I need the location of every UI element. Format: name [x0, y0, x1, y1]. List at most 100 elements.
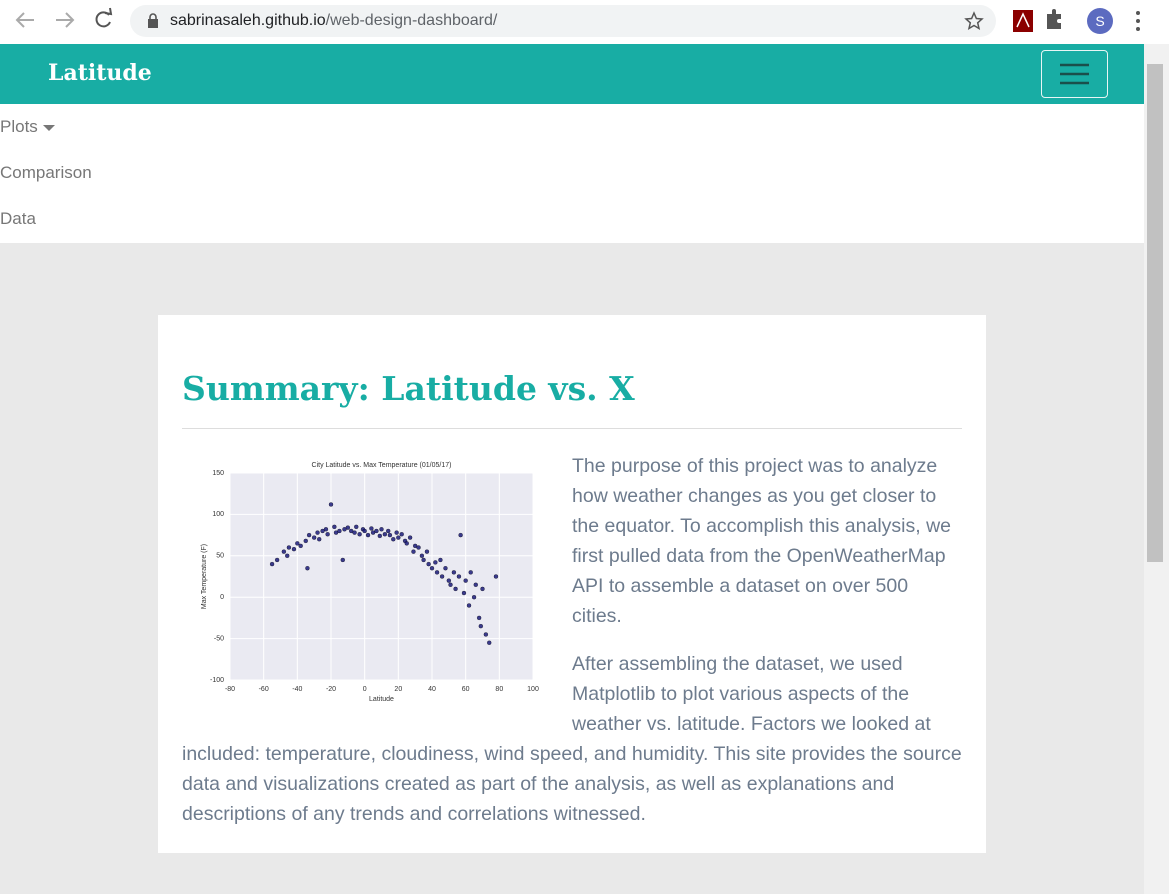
nav-menu: Plots Comparison Data	[0, 104, 1144, 243]
point	[399, 532, 404, 537]
point	[438, 557, 443, 563]
point	[374, 528, 379, 534]
x-tick-label: -80	[225, 686, 235, 693]
point	[404, 541, 409, 546]
point	[340, 557, 345, 563]
point	[461, 590, 467, 596]
point	[269, 561, 275, 567]
point	[323, 527, 329, 532]
extensions[interactable]	[1005, 0, 1085, 44]
address-bar[interactable]: sabrinasaleh.github.io/web-design-dashbo…	[130, 5, 996, 37]
point	[315, 530, 320, 535]
browser-menu[interactable]	[1133, 9, 1143, 33]
y-tick-label: 0	[220, 594, 224, 601]
point	[463, 578, 468, 583]
point	[419, 553, 425, 558]
point	[468, 570, 473, 575]
point	[345, 525, 350, 530]
summary-heading: Summary: Latitude vs. X	[182, 369, 635, 408]
point	[303, 538, 308, 544]
point	[298, 543, 303, 549]
point	[453, 586, 458, 592]
plot-area	[230, 473, 533, 680]
point	[379, 527, 384, 532]
url-path: /web-design-dashboard/	[325, 12, 498, 29]
url: sabrinasaleh.github.io/web-design-dashbo…	[170, 5, 497, 37]
point	[396, 535, 401, 540]
point	[473, 582, 478, 587]
point	[429, 566, 435, 571]
point	[291, 547, 297, 552]
point	[306, 532, 312, 538]
point	[281, 549, 287, 554]
point	[354, 524, 359, 529]
menu-label: Plots	[0, 117, 38, 136]
point	[407, 535, 413, 540]
point	[476, 615, 482, 621]
point	[337, 528, 342, 534]
point	[285, 553, 290, 558]
paragraph: The purpose of this project was to analy…	[572, 455, 952, 627]
y-tick-label: 50	[216, 553, 224, 560]
point	[456, 574, 462, 579]
point	[387, 532, 393, 538]
x-tick-label: -20	[326, 686, 336, 693]
point	[357, 532, 362, 537]
menu-comparison[interactable]: Comparison	[0, 163, 92, 182]
point	[386, 528, 391, 534]
point	[483, 632, 489, 637]
point	[369, 526, 374, 531]
x-tick-label: 100	[527, 686, 539, 693]
point	[312, 535, 317, 540]
point	[446, 578, 451, 583]
point	[391, 537, 396, 542]
summary-card: Summary: Latitude vs. X City Latitude vs…	[158, 315, 986, 853]
y-tick-label: -50	[214, 635, 224, 642]
point	[493, 574, 499, 579]
point	[286, 545, 292, 550]
browser-chrome: sabrinasaleh.github.io/web-design-dashbo…	[0, 0, 1169, 44]
point	[487, 640, 492, 645]
menu-toggle[interactable]	[1041, 50, 1108, 98]
point	[421, 557, 426, 563]
scrollbar[interactable]	[1144, 44, 1169, 894]
y-tick-label: 100	[212, 511, 224, 518]
scatter-plot: City Latitude vs. Max Temperature (01/05…	[201, 462, 539, 703]
x-axis-label: Latitude	[369, 696, 394, 703]
point	[451, 570, 457, 575]
point	[332, 524, 337, 529]
point	[434, 570, 440, 575]
x-tick-label: 40	[428, 686, 436, 693]
point	[295, 541, 300, 546]
paragraph: After assembling the dataset, we used Ma…	[182, 653, 962, 825]
menu-plots[interactable]: Plots	[0, 104, 1144, 150]
point	[426, 561, 431, 567]
point	[305, 566, 310, 571]
x-tick-label: -40	[292, 686, 302, 693]
point	[480, 586, 485, 592]
nav-buttons[interactable]	[0, 0, 120, 44]
x-tick-label: 20	[394, 686, 402, 693]
point	[416, 545, 421, 550]
point	[274, 557, 280, 563]
y-axis-label: Max Temperature (F)	[201, 544, 208, 609]
brand[interactable]: Latitude	[48, 60, 152, 86]
profile-avatar[interactable]: S	[1087, 8, 1113, 34]
x-tick-label: 0	[363, 686, 367, 693]
point	[411, 549, 416, 554]
y-tick-label: -100	[210, 677, 224, 684]
point	[325, 532, 330, 537]
navbar: Latitude	[0, 44, 1144, 104]
scroll-thumb[interactable]	[1147, 64, 1163, 562]
point	[352, 530, 357, 535]
point	[448, 582, 453, 587]
point	[394, 530, 399, 535]
point	[458, 532, 463, 538]
point	[424, 549, 430, 554]
plot-title: City Latitude vs. Max Temperature (01/05…	[312, 462, 452, 469]
point	[365, 532, 371, 538]
point	[443, 566, 448, 571]
point	[478, 624, 483, 629]
menu-data[interactable]: Data	[0, 209, 36, 228]
